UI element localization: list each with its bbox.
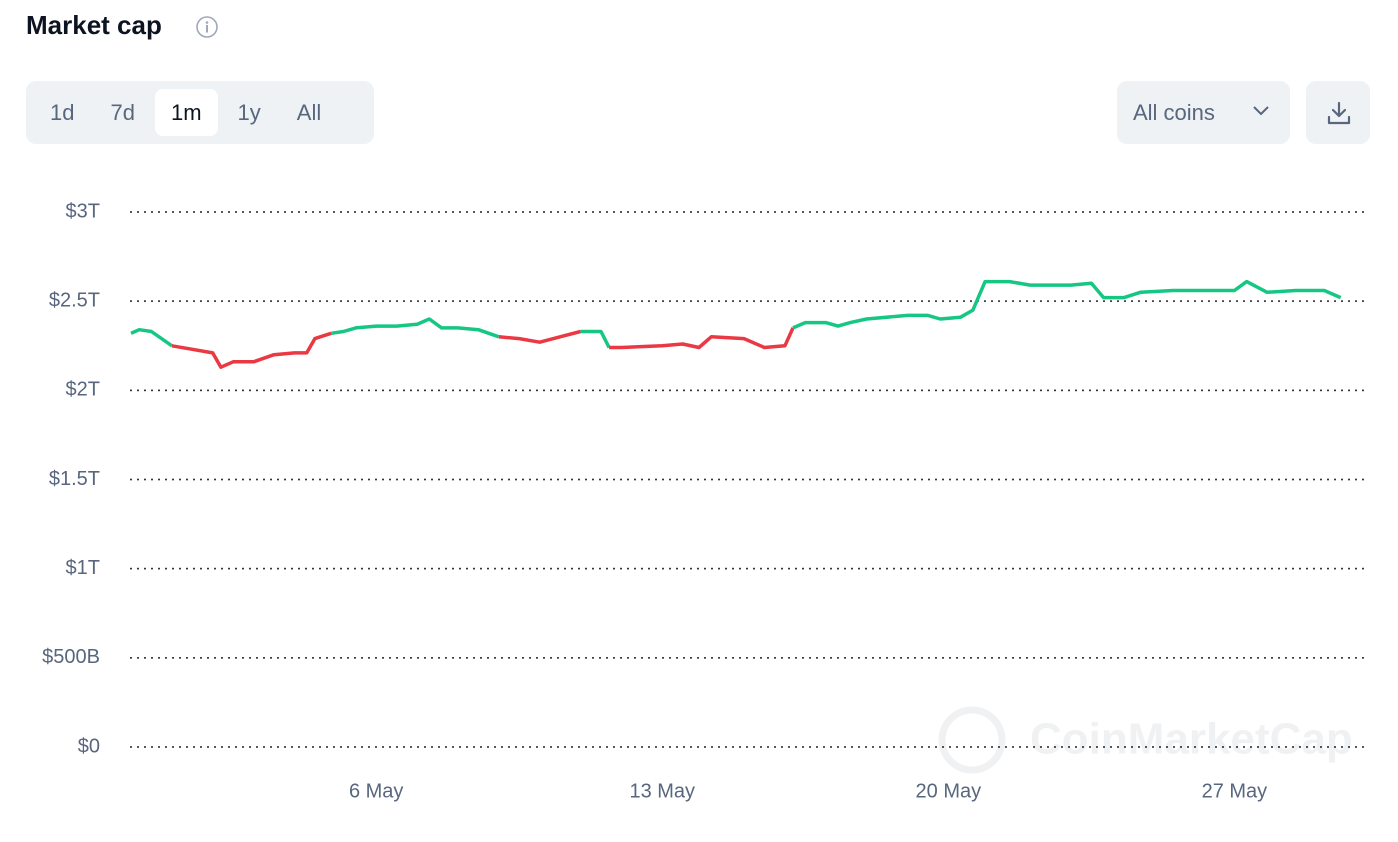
market-cap-line	[498, 329, 581, 344]
range-tab[interactable]: 1d	[50, 99, 75, 125]
y-tick-label: $2T	[66, 379, 100, 401]
watermark: CoinMarketCap	[1030, 715, 1353, 764]
download-button[interactable]	[1306, 81, 1370, 144]
range-tab[interactable]: All	[296, 99, 322, 125]
market-cap-line	[171, 331, 332, 369]
y-tick-label: $2.5T	[49, 289, 100, 311]
range-tab[interactable]: 1m	[154, 89, 218, 136]
y-tick-label: $3T	[66, 200, 100, 222]
range-tab[interactable]: 7d	[110, 99, 135, 125]
coins-label: All coins	[1133, 99, 1215, 125]
x-tick-label: 6 May	[349, 780, 403, 802]
download-icon	[1327, 101, 1351, 125]
y-tick-label: $1T	[66, 557, 100, 579]
info-icon[interactable]	[196, 16, 218, 38]
market-cap-line	[130, 327, 173, 348]
y-tick-label: $500B	[42, 646, 100, 668]
y-tick-label: $1.5T	[49, 468, 100, 490]
range-tabs: 1d 7d 1m 1y All	[26, 81, 374, 144]
y-tick-label: $0	[78, 735, 100, 757]
x-tick-label: 27 May	[1202, 780, 1268, 802]
market-cap-line	[792, 279, 1342, 330]
chevron	[1253, 106, 1269, 116]
chart: CoinMarketCap $0 $500B $1T $1.5T $2T $2.5T $3T…	[42, 200, 1367, 802]
coins-dropdown[interactable]: All coins	[1117, 81, 1290, 144]
x-tick-label: 20 May	[916, 780, 982, 802]
x-tick-label: 13 May	[629, 780, 695, 802]
market-cap-line	[609, 327, 795, 350]
market-cap-line	[330, 317, 500, 339]
title: Market cap	[26, 10, 162, 40]
watermark-logo	[938, 706, 1006, 774]
range-tab[interactable]: 1y	[237, 99, 261, 125]
market-cap-line	[580, 329, 611, 349]
